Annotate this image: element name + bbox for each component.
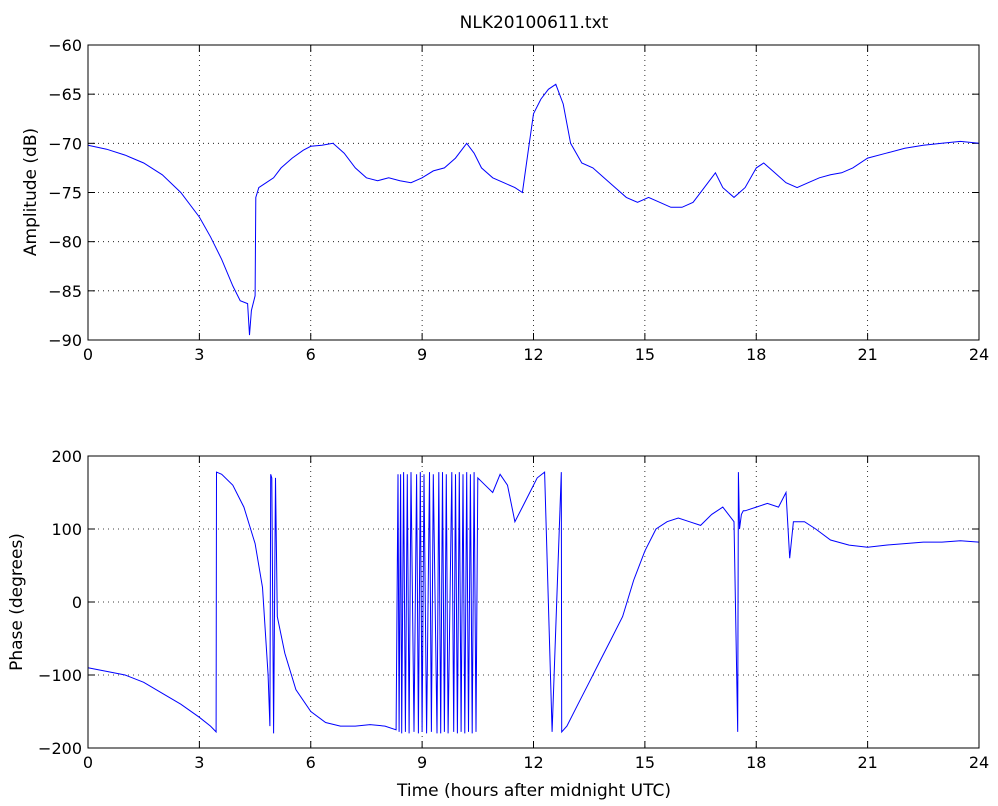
amplitude-axes-frame — [87, 44, 980, 341]
phase-y-tick-label: 100 — [51, 520, 82, 539]
amplitude-series-line — [87, 83, 980, 336]
amplitude-y-tick-label: −75 — [48, 184, 82, 203]
phase-axes-frame — [87, 455, 980, 749]
phase-axes: 0 3 6 9 12 15 18 21 24 −200 −100 0 100 200 Phase (deg… — [7, 447, 989, 801]
amplitude-tick-labels: 0 3 6 9 12 15 18 21 24 −90 −85 −80 −75 −70 −65 −60 — [48, 36, 989, 364]
phase-x-tick-label: 6 — [306, 753, 316, 772]
phase-x-tick-label: 18 — [746, 753, 766, 772]
phase-x-tick-label: 21 — [857, 753, 877, 772]
amplitude-y-axis-label: Amplitude (dB) — [21, 128, 41, 256]
amplitude-y-tick-label: −85 — [48, 282, 82, 301]
phase-x-tick-label: 3 — [194, 753, 204, 772]
amplitude-x-tick-label: 21 — [857, 345, 877, 364]
amplitude-y-tick-label: −60 — [48, 36, 82, 55]
amplitude-y-tick-label: −90 — [48, 331, 82, 350]
phase-y-tick-label: −200 — [38, 739, 82, 758]
phase-x-tick-label: 15 — [635, 753, 655, 772]
phase-tick-labels: 0 3 6 9 12 15 18 21 24 −200 −100 0 100 200 — [38, 447, 989, 772]
amplitude-x-tick-label: 18 — [746, 345, 766, 364]
phase-y-tick-label: 200 — [51, 447, 82, 466]
amplitude-x-tick-label: 12 — [523, 345, 543, 364]
chart-title: NLK20100611.txt — [460, 13, 609, 33]
amplitude-x-tick-label: 3 — [194, 345, 204, 364]
amplitude-axes: 0 3 6 9 12 15 18 21 24 −90 −85 −80 −75 −70 −65 −60 Ampl… — [21, 36, 989, 364]
amplitude-x-tick-label: 15 — [635, 345, 655, 364]
phase-y-tick-label: −100 — [38, 666, 82, 685]
amplitude-y-tick-label: −80 — [48, 233, 82, 252]
amplitude-y-tick-label: −65 — [48, 85, 82, 104]
amplitude-x-tick-label: 24 — [969, 345, 989, 364]
amplitude-x-tick-label: 9 — [417, 345, 427, 364]
phase-x-tick-label: 0 — [83, 753, 93, 772]
amplitude-gridlines — [88, 45, 979, 340]
phase-y-tick-label: 0 — [72, 593, 82, 612]
phase-x-tick-label: 24 — [969, 753, 989, 772]
phase-x-axis-label: Time (hours after midnight UTC) — [396, 781, 671, 801]
phase-y-axis-label: Phase (degrees) — [7, 533, 27, 671]
amplitude-x-tick-label: 0 — [83, 345, 93, 364]
phase-x-tick-label: 9 — [417, 753, 427, 772]
amplitude-y-tick-label: −70 — [48, 134, 82, 153]
amplitude-x-tick-label: 6 — [306, 345, 316, 364]
phase-gridlines — [88, 456, 979, 748]
phase-x-tick-label: 12 — [523, 753, 543, 772]
phase-series-line — [87, 471, 980, 734]
